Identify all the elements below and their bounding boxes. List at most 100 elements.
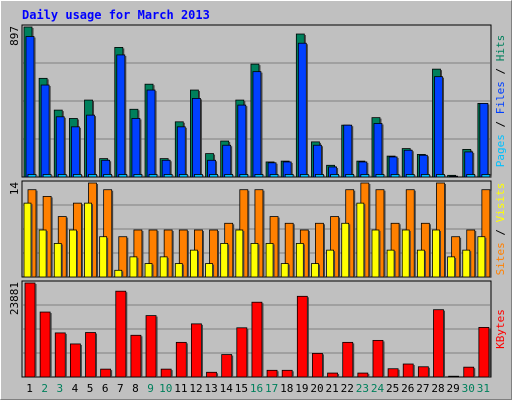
kbytes-bar [417, 366, 429, 378]
day-label: 6 [102, 382, 109, 395]
day-label: 28 [431, 382, 444, 395]
pages-bar [88, 174, 97, 178]
sites-bar-shadow [152, 264, 154, 277]
files-bar-shadow [139, 119, 142, 177]
kbytes-bar-shadow [277, 371, 279, 377]
sites-bar [295, 243, 304, 278]
files-bar-shadow [291, 162, 293, 177]
day-axis-labels: 1 2 3 4 5 6 7 8 9 10 11 12 13 14 15 16 17 18 19 20 21 22 23 24 2… [26, 382, 490, 395]
pages-bar-shadow [278, 175, 280, 177]
visits-bar-shadow [399, 224, 401, 277]
day-label: 29 [447, 382, 460, 395]
files-bar-shadow [64, 117, 66, 177]
files-bar [479, 103, 489, 178]
pages-bar-shadow [232, 175, 235, 177]
files-bar-shadow [276, 163, 278, 177]
visits-bar-shadow [36, 190, 38, 277]
visits-bar-shadow [308, 231, 310, 277]
kbytes-bar [206, 371, 217, 378]
sites-bar [326, 249, 334, 278]
kbytes-bar-shadow [307, 297, 309, 377]
files-bar [464, 151, 474, 178]
kbytes-bar [387, 368, 399, 378]
pages-bar [375, 174, 385, 178]
files-bar-shadow [472, 152, 475, 177]
sites-bar-shadow [212, 264, 215, 277]
sites-bar [462, 249, 471, 278]
files-bar-shadow [487, 104, 490, 177]
pages-bar [390, 174, 400, 178]
files-bar-shadow [34, 37, 36, 178]
sites-bar-shadow [242, 231, 245, 277]
legend-kbytes: KBytes [494, 309, 507, 349]
chart-title: Daily usage for March 2013 [22, 8, 210, 22]
day-label: 14 [220, 382, 234, 395]
kbytes-bar [236, 327, 248, 378]
sites-bar [235, 229, 244, 278]
files-bar-shadow [185, 127, 187, 177]
day-label: 25 [386, 382, 399, 395]
pages-bar [481, 174, 491, 178]
kbytes-bar-shadow [140, 336, 143, 377]
pages-bar-shadow [202, 175, 204, 177]
kbytes-bar [54, 332, 66, 378]
visits-bar-shadow [353, 190, 356, 277]
pages-bar-shadow [157, 175, 159, 177]
kbytes-bar-shadow [186, 343, 188, 377]
sites-bar [371, 229, 380, 278]
kbytes-bar-shadow [337, 374, 340, 377]
pages-bar [254, 174, 264, 178]
day-label: 20 [310, 382, 323, 395]
pages-bar [239, 174, 249, 178]
day-label: 23 [356, 382, 369, 395]
files-bar-shadow [412, 151, 414, 177]
pages-bar [42, 174, 52, 178]
kbytes-bar [478, 327, 490, 378]
pages-bar [360, 174, 370, 178]
files-bar-shadow [155, 91, 157, 177]
visits-bar-shadow [96, 184, 99, 277]
visits-bar-shadow [459, 237, 462, 277]
day-label: 24 [371, 382, 385, 395]
sites-bar-shadow [469, 251, 472, 277]
files-bar [313, 144, 322, 178]
kbytes-bar [39, 311, 51, 378]
files-bar-shadow [351, 126, 354, 177]
files-bar-shadow [170, 161, 172, 177]
day-label: 3 [57, 382, 64, 395]
day-label: 8 [132, 382, 139, 395]
pages-bar-shadow [36, 175, 38, 177]
sites-bar [477, 236, 486, 278]
day-label: 26 [401, 382, 414, 395]
files-bar-shadow [79, 127, 81, 177]
day-label: 22 [341, 382, 354, 395]
files-bar-shadow [321, 146, 323, 177]
sites-bar-shadow [318, 264, 320, 277]
files-bar [25, 36, 35, 178]
files-bar [434, 76, 443, 178]
sites-bar-shadow [182, 264, 184, 277]
kbytes-bar-shadow [488, 328, 491, 377]
pages-bar-shadow [383, 175, 386, 177]
legend-pages: Pages [494, 134, 507, 167]
sites-bar-shadow [91, 204, 94, 277]
files-bar [70, 126, 80, 178]
kbytes-bar-shadow [322, 354, 324, 377]
sites-bar [23, 202, 32, 278]
visits-bar-shadow [278, 217, 280, 277]
kbytes-bar-shadow [352, 343, 355, 377]
kbytes-bar [85, 332, 96, 378]
pages-bar-shadow [414, 175, 416, 177]
sites-bar-shadow [439, 231, 441, 277]
visits-bar-shadow [293, 224, 295, 277]
files-bar [373, 123, 383, 178]
pages-bar-shadow [293, 175, 295, 177]
pages-bar-shadow [247, 175, 250, 177]
kbytes-bar-shadow [292, 371, 294, 377]
kbytes-bar [24, 282, 36, 378]
kbytes-bar [342, 341, 354, 378]
legend-hits: Hits [494, 35, 507, 62]
sites-bar-shadow [121, 271, 124, 277]
kbytes-bar [327, 372, 338, 378]
